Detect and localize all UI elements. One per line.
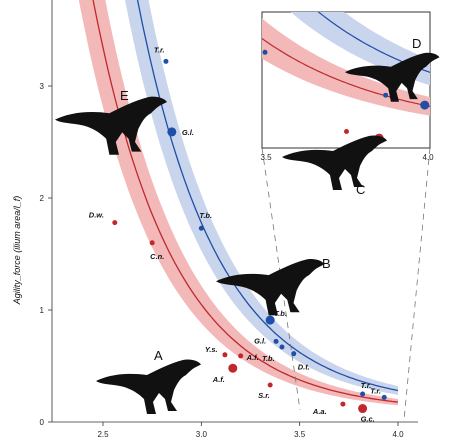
inset-x-tick-label: 3.5 bbox=[260, 153, 272, 162]
blue-data-point bbox=[265, 315, 275, 325]
inset-x-tick-label: 4.0 bbox=[422, 153, 434, 162]
zoom-guide-right bbox=[403, 147, 431, 421]
silhouette-c bbox=[282, 135, 387, 190]
silhouette-e bbox=[55, 96, 167, 155]
point-label: G.c. bbox=[361, 415, 375, 424]
red-data-point bbox=[238, 353, 244, 359]
point-label: A.f. bbox=[246, 353, 259, 362]
silhouette-d bbox=[345, 52, 440, 102]
point-label: T.b. bbox=[274, 309, 287, 318]
inset-red-point bbox=[344, 129, 349, 134]
blue-data-point bbox=[360, 391, 366, 397]
x-tick-label: 4.0 bbox=[392, 430, 404, 439]
panel-letter: B bbox=[322, 256, 331, 271]
point-label: S.r. bbox=[258, 391, 270, 400]
point-label: D.w. bbox=[89, 211, 104, 220]
point-label: T.b. bbox=[262, 354, 275, 363]
inset-red-line bbox=[262, 37, 430, 107]
inset-red-band bbox=[262, 18, 430, 116]
inset-blue-point bbox=[420, 100, 430, 110]
point-label: A.f. bbox=[212, 375, 225, 384]
blue-data-point bbox=[167, 127, 177, 137]
blue-data-point bbox=[273, 338, 279, 344]
y-axis-label: Agility_force (ilium area/l_f) bbox=[12, 196, 22, 306]
red-data-point bbox=[358, 404, 368, 414]
inset-panel-letter: D bbox=[412, 36, 421, 51]
blue-data-point bbox=[291, 351, 297, 357]
blue-confidence-band bbox=[125, 0, 398, 395]
red-data-point bbox=[112, 220, 118, 226]
inset-blue-point bbox=[262, 49, 268, 55]
point-label: Y.s. bbox=[205, 345, 218, 354]
blue-data-point bbox=[198, 225, 204, 231]
point-label: T.b. bbox=[199, 211, 212, 220]
point-label: T.r. bbox=[361, 381, 372, 390]
red-data-point bbox=[340, 401, 346, 407]
red-data-point bbox=[222, 352, 228, 358]
y-tick-label: 3 bbox=[40, 82, 45, 91]
x-tick-label: 2.5 bbox=[97, 430, 109, 439]
point-label: G.l. bbox=[254, 336, 266, 345]
red-data-point bbox=[267, 382, 273, 388]
silhouette-a bbox=[96, 359, 201, 414]
blue-data-point bbox=[163, 58, 169, 64]
point-label: T.r. bbox=[154, 45, 165, 54]
panel-letter: A bbox=[154, 348, 163, 363]
blue-fit-line bbox=[136, 0, 399, 392]
point-label: A.a. bbox=[312, 407, 327, 416]
y-tick-label: 2 bbox=[40, 194, 45, 203]
inset-panel-letter: C bbox=[356, 182, 365, 197]
panel-letter: E bbox=[120, 88, 129, 103]
blue-data-point bbox=[381, 394, 387, 400]
point-label: C.n. bbox=[150, 252, 164, 261]
red-data-point bbox=[149, 240, 155, 246]
x-tick-label: 3.0 bbox=[196, 430, 208, 439]
x-tick-label: 3.5 bbox=[294, 430, 306, 439]
y-tick-label: 1 bbox=[40, 306, 45, 315]
point-label: D.t. bbox=[298, 363, 310, 372]
y-tick-label: 0 bbox=[40, 418, 45, 427]
point-label: T.r. bbox=[370, 386, 381, 395]
blue-data-point bbox=[279, 344, 285, 350]
red-confidence-band bbox=[78, 0, 398, 406]
point-label: G.l. bbox=[182, 128, 194, 137]
silhouette-b bbox=[216, 259, 325, 316]
inset-blue-point bbox=[383, 92, 389, 98]
red-data-point bbox=[228, 363, 238, 373]
